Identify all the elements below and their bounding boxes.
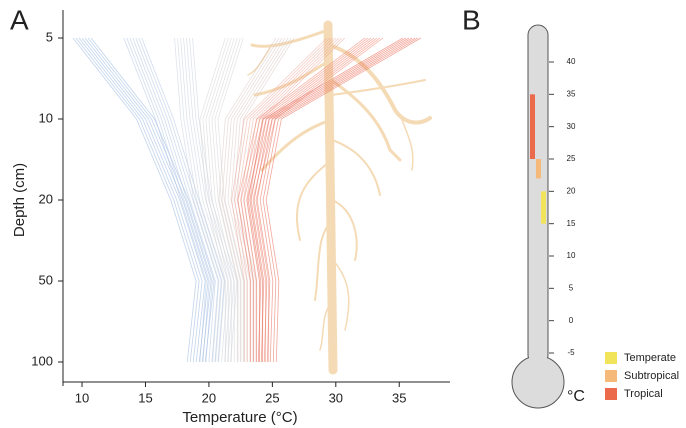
temperature-profile xyxy=(87,37,212,363)
temperature-profile xyxy=(221,37,280,362)
temperature-profile xyxy=(243,37,372,362)
y-tick-label: 5 xyxy=(569,283,574,292)
panel-a: A 10 15 20 25 30 35 5 10 20 50 100 Temperature (°C) D… xyxy=(10,4,450,426)
legend-label: Tropical xyxy=(624,388,663,400)
temperature-profile xyxy=(81,37,206,363)
x-tick-label: 35 xyxy=(392,390,406,405)
temperature-profile xyxy=(205,37,232,362)
temperature-profile xyxy=(177,37,223,363)
temperature-profile xyxy=(231,37,328,362)
y-tick-label: 20 xyxy=(39,191,53,206)
temperature-profile xyxy=(123,37,207,363)
temperature-profile xyxy=(132,37,216,363)
x-tick-label: 15 xyxy=(138,390,152,405)
thermometer-joint xyxy=(529,350,547,362)
temperature-profile xyxy=(174,37,220,363)
x-tick-label: 10 xyxy=(75,390,89,405)
temperature-profile xyxy=(237,37,366,362)
temperature-profile xyxy=(90,37,215,363)
y-tick-label: 30 xyxy=(567,122,576,131)
temperature-profile xyxy=(247,37,404,363)
range-bar xyxy=(530,94,535,159)
temperature-profile xyxy=(250,37,407,363)
range-bar xyxy=(536,159,541,179)
temperature-profile xyxy=(234,37,331,362)
temperature-profile xyxy=(189,37,235,363)
temperature-profile xyxy=(240,37,369,362)
y-tick-label: 35 xyxy=(567,89,576,98)
temperature-profile xyxy=(256,37,413,363)
y-tick-label: 10 xyxy=(39,110,53,125)
y-axis-title: Depth (cm) xyxy=(11,163,28,237)
y-tick-label: 50 xyxy=(39,272,53,287)
temperature-profile xyxy=(129,37,213,363)
temperature-profile xyxy=(217,37,244,362)
temperature-profile xyxy=(78,37,203,363)
unit-label: °C xyxy=(567,388,585,405)
panel-b: B -5 0 5 10 15 20 25 30 35 40 Temperate Subtropical T… xyxy=(462,4,679,409)
y-tick-label: 0 xyxy=(569,316,574,325)
y-tick-label: -5 xyxy=(567,348,575,357)
temperature-profile xyxy=(253,37,410,363)
legend-swatch xyxy=(605,370,617,382)
temperature-profile xyxy=(126,37,210,363)
y-tick-label: 100 xyxy=(31,353,53,368)
temperature-profile xyxy=(208,37,235,362)
range-bar xyxy=(541,191,546,224)
x-tick-label: 30 xyxy=(329,390,343,405)
y-tick-label: 5 xyxy=(46,29,53,44)
legend-label: Temperate xyxy=(624,352,676,364)
temperature-profile xyxy=(84,37,209,363)
temperature-profile xyxy=(199,37,226,362)
temperature-profile xyxy=(202,37,229,362)
temperature-profile xyxy=(192,37,238,363)
temperature-profile xyxy=(218,37,277,362)
panel-label: B xyxy=(462,4,481,35)
temperature-profile xyxy=(211,37,238,362)
temperature-profile xyxy=(259,37,416,363)
root-illustration xyxy=(247,20,432,375)
legend-swatch xyxy=(605,388,617,400)
temperature-profile xyxy=(183,37,229,363)
y-tick-label: 20 xyxy=(567,186,576,195)
x-tick-label: 25 xyxy=(265,390,279,405)
y-tick-label: 10 xyxy=(567,251,576,260)
y-tick-label: 15 xyxy=(567,219,576,228)
temperature-profile xyxy=(265,37,422,363)
temperature-profile xyxy=(262,37,419,363)
temperature-profile xyxy=(75,37,200,363)
x-axis-title: Temperature (°C) xyxy=(182,409,297,426)
legend-label: Subtropical xyxy=(624,370,679,382)
temperature-profile xyxy=(138,37,222,363)
temperature-profile xyxy=(180,37,226,363)
temperature-profile xyxy=(135,37,219,363)
legend-swatch xyxy=(605,352,617,364)
y-tick-label: 25 xyxy=(567,154,576,163)
temperature-profile xyxy=(186,37,232,363)
thermometer-bulb xyxy=(511,355,565,409)
temperature-profile xyxy=(214,37,241,362)
temperature-profile xyxy=(141,37,225,363)
y-tick-label: 40 xyxy=(567,57,576,66)
temperature-profile xyxy=(72,37,197,363)
panel-label: A xyxy=(10,4,29,35)
x-tick-label: 20 xyxy=(202,390,216,405)
